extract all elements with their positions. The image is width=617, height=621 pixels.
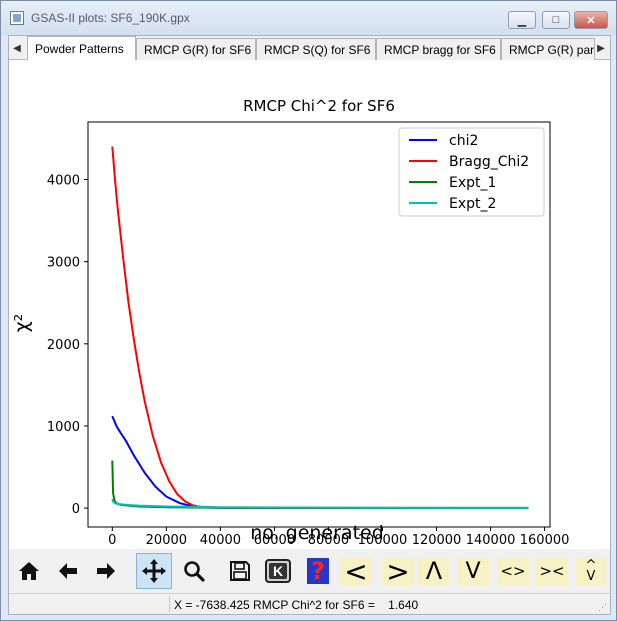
expand-horizontal-button[interactable]: <> [497,557,529,585]
legend-box [398,127,545,217]
close-button[interactable]: ✕ [574,11,608,29]
move-icon [142,559,166,583]
app-icon [10,11,24,25]
shift-down-button[interactable]: V [457,557,489,585]
help-icon: ? [307,557,329,585]
y-tick-label: 3000 [47,256,80,271]
x-tick-label: 120000 [412,533,462,548]
right-arrow-icon [97,563,115,579]
status-bar: X = -7638.425 RMCP Chi^2 for SF6 = 1.640… [9,593,610,614]
floppy-icon [230,561,250,581]
x-axis-label: no. generated [250,522,384,544]
y-tick-label: 2000 [47,338,80,353]
x-tick-label: 160000 [520,533,570,548]
series-line-expt_2 [111,498,529,509]
forward-button[interactable] [88,553,124,589]
tab-rmcp-gr[interactable]: RMCP G(R) for SF6 [136,38,256,60]
minimize-button[interactable]: ▁ [508,11,536,29]
legend-label: Bragg_Chi2 [449,154,529,170]
axes-frame [87,121,551,528]
y-tick-label: 0 [72,502,80,517]
left-arrow-icon [59,563,77,579]
home-button[interactable] [11,553,47,589]
legend-label: chi2 [449,133,478,149]
legend-label: Expt_1 [449,175,496,191]
shift-left-button[interactable]: < [340,555,372,588]
x-tick-label: 60000 [254,533,295,548]
tab-rmcp-sq[interactable]: RMCP S(Q) for SF6 [256,38,376,60]
status-text: X = -7638.425 RMCP Chi^2 for SF6 = 1.640 [174,598,419,612]
maximize-button[interactable]: □ [542,11,570,29]
chart-legend: chi2 Bragg_Chi2 Expt_1 Expt_2 [398,127,545,217]
legend-label: Expt_2 [449,196,496,212]
magnifier-icon [184,561,205,582]
help-button[interactable]: ? [300,553,336,589]
x-tick-label: 20000 [146,533,187,548]
expand-vertical-button[interactable]: ^ V [576,557,606,585]
resize-grip-icon[interactable]: ⋰ [598,602,607,612]
x-tick-label: 40000 [200,533,241,548]
save-button[interactable] [222,553,258,589]
plot-toolbar: K ? < > Λ V <> >< ^ V [9,549,610,593]
back-button[interactable] [50,553,86,589]
down-caret: V [586,569,596,584]
tab-label: Powder Patterns [35,42,124,56]
minimize-icon: ▁ [517,14,527,27]
keyboard-key-icon: K [265,559,291,583]
status-separator [169,596,170,613]
tab-scroll-right-icon[interactable]: ▶ [597,42,605,54]
tab-bar: ◀ Powder Patterns RMCP G(R) for SF6 RMCP… [9,36,610,61]
tab-label: RMCP G(R) for SF6 [144,42,252,57]
window-title: GSAS-II plots: SF6_190K.gpx [31,11,190,25]
maximize-icon: □ [552,14,560,26]
tab-powder-patterns[interactable]: Powder Patterns [27,36,136,61]
key-press-button[interactable]: K [260,553,296,589]
home-icon [19,562,39,580]
close-icon: ✕ [586,14,596,27]
plot-canvas[interactable]: 0 20000 40000 60000 80000 100000 120000 140000 1… [9,60,610,549]
tab-label: RMCP G(R) part [509,42,595,57]
x-tick-label: 140000 [466,533,516,548]
y-tick-label: 1000 [47,420,80,435]
shrink-horizontal-button[interactable]: >< [536,557,568,585]
chart-svg[interactable]: 0 20000 40000 60000 80000 100000 120000 140000 1… [9,60,610,549]
shift-up-button[interactable]: Λ [418,557,450,585]
x-tick-label: 0 [108,533,116,548]
zoom-button[interactable] [176,553,212,589]
pan-button[interactable] [136,553,172,589]
y-axis-label: χ² [11,314,33,333]
x-tick-label: 100000 [358,533,408,548]
tab-rmcp-gr-part[interactable]: RMCP G(R) part [501,38,595,60]
up-caret: ^ [585,558,597,573]
y-tick-label: 4000 [47,174,80,189]
tab-label: RMCP bragg for SF6 [384,42,496,57]
shift-right-button[interactable]: > [382,555,414,588]
tab-rmcp-bragg[interactable]: RMCP bragg for SF6 [376,38,501,60]
chart-title: RMCP Chi^2 for SF6 [243,97,395,115]
x-tick-label: 80000 [308,533,349,548]
plot-window-client: ◀ Powder Patterns RMCP G(R) for SF6 RMCP… [8,35,611,615]
key-label: K [269,563,287,579]
series-line-chi2 [111,415,529,509]
tab-label: RMCP S(Q) for SF6 [264,42,371,57]
tab-scroll-left-icon[interactable]: ◀ [13,42,21,54]
title-bar[interactable]: GSAS-II plots: SF6_190K.gpx ▁ □ ✕ [1,1,616,35]
